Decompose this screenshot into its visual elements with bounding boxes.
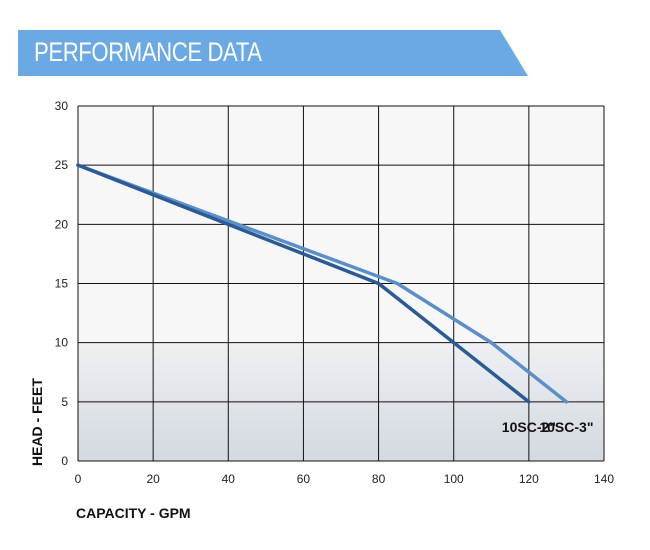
x-tick-label: 80: [372, 472, 386, 486]
header-banner: [18, 30, 528, 76]
series-labels: 10SC-2"10SC-3": [502, 419, 594, 435]
x-tick-label: 40: [222, 472, 236, 486]
series-line: [76, 163, 569, 404]
x-tick-label: 20: [146, 472, 160, 486]
y-tick-label: 25: [55, 158, 69, 172]
y-tick-label: 10: [55, 336, 69, 350]
y-tick-label: 30: [55, 99, 69, 113]
banner-shape: [18, 30, 528, 76]
x-tick-label: 0: [75, 472, 82, 486]
page-title: PERFORMANCE DATA: [34, 37, 262, 67]
x-tick-label: 120: [519, 472, 539, 486]
series-label: 10SC-3": [539, 419, 593, 435]
y-tick-label: 15: [55, 277, 69, 291]
series-label: 10SC-2": [502, 419, 556, 435]
x-tick-label: 140: [594, 472, 614, 486]
y-tick-label: 0: [61, 454, 68, 468]
series-group: [76, 163, 569, 404]
series-line: [76, 163, 531, 404]
y-tick-label: 20: [55, 217, 69, 231]
x-axis-label: CAPACITY - GPM: [76, 505, 191, 521]
x-tick-label: 100: [444, 472, 464, 486]
x-tick-label: 60: [297, 472, 311, 486]
y-axis-label: HEAD - FEET: [29, 378, 45, 466]
y-tick-label: 5: [61, 395, 68, 409]
tick-labels: 0 20 40 60 80 100 120 140 0 5 10 15 20 25 30: [55, 99, 615, 486]
